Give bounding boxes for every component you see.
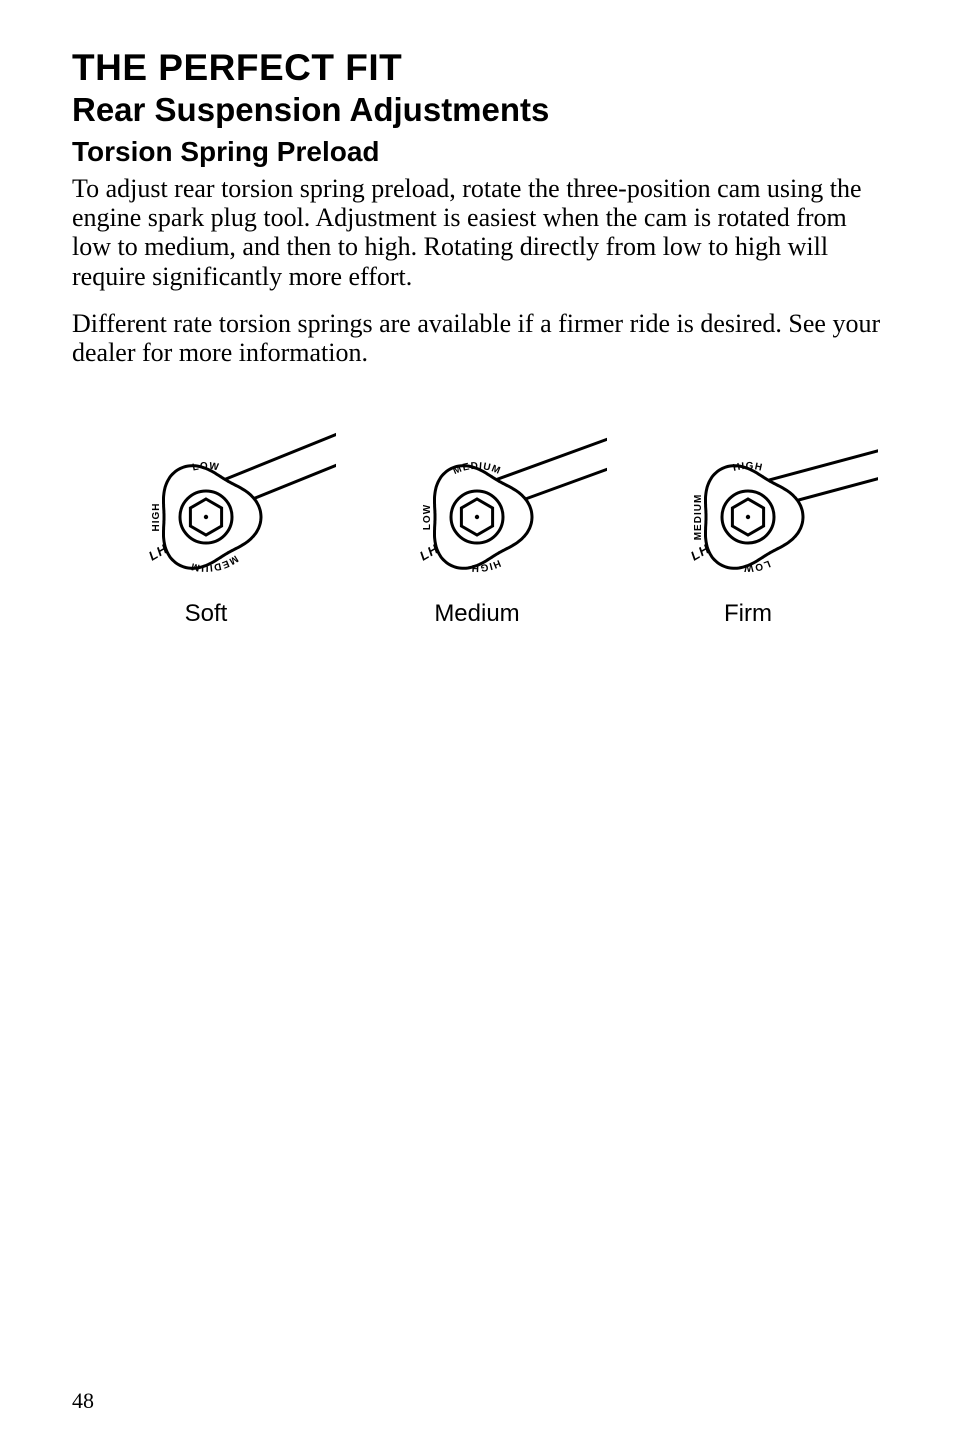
svg-text:LOW: LOW bbox=[191, 461, 220, 474]
cam-diagram-firm: HIGHLOWMEDIUMLH Firm bbox=[618, 387, 878, 628]
svg-text:MEDIUM: MEDIUM bbox=[693, 494, 704, 541]
subsection-heading: Torsion Spring Preload bbox=[72, 135, 882, 169]
diagram-row: LOWMEDIUMHIGHLH Soft MEDIUMHIGHLOWLH Medium… bbox=[72, 387, 882, 628]
section-heading: Rear Suspension Adjustments bbox=[72, 91, 882, 129]
cam-illustration: HIGHLOWMEDIUMLH bbox=[618, 387, 878, 592]
page-title: THE PERFECT FIT bbox=[72, 48, 882, 89]
diagram-caption: Firm bbox=[724, 600, 772, 628]
body-paragraph-1: To adjust rear torsion spring preload, r… bbox=[72, 174, 882, 290]
cam-diagram-soft: LOWMEDIUMHIGHLH Soft bbox=[76, 387, 336, 628]
diagram-caption: Medium bbox=[434, 600, 519, 628]
cam-illustration: MEDIUMHIGHLOWLH bbox=[347, 387, 607, 592]
page-number: 48 bbox=[72, 1388, 94, 1414]
svg-text:HIGH: HIGH bbox=[151, 502, 162, 531]
diagram-caption: Soft bbox=[185, 600, 228, 628]
cam-diagram-medium: MEDIUMHIGHLOWLH Medium bbox=[347, 387, 607, 628]
body-paragraph-2: Different rate torsion springs are avail… bbox=[72, 309, 882, 367]
svg-text:LOW: LOW bbox=[422, 504, 433, 530]
cam-illustration: LOWMEDIUMHIGHLH bbox=[76, 387, 336, 592]
